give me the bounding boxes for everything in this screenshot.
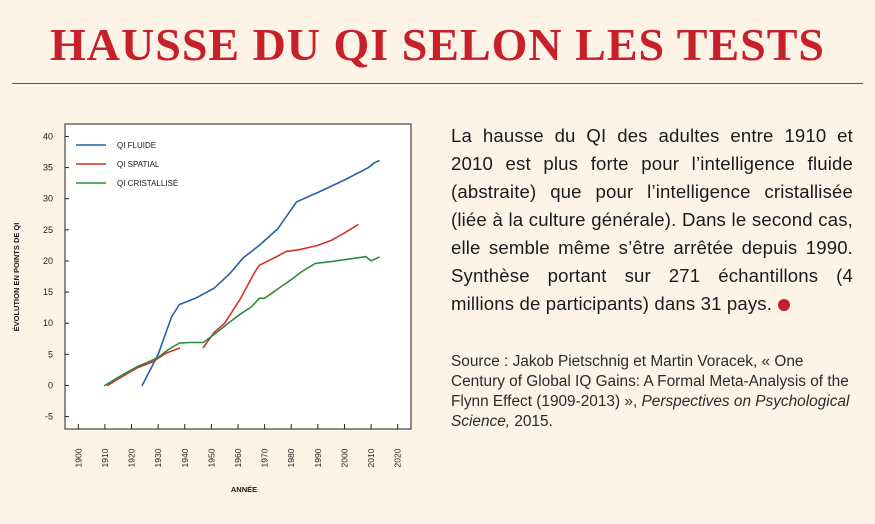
series-line [202, 224, 359, 349]
source-citation: Source : Jakob Pietschnig et Martin Vora… [451, 352, 856, 432]
x-tick-label: 1910 [100, 448, 110, 467]
series-line [141, 159, 380, 387]
x-axis-label: ANNÉE [231, 485, 257, 494]
x-tick-label: 1970 [260, 448, 270, 467]
y-tick-label: 30 [43, 194, 53, 204]
x-tick-label: 2010 [366, 448, 376, 467]
y-tick-label: 35 [43, 163, 53, 173]
y-tick-label: 10 [43, 318, 53, 328]
y-axis: -5 0 5 10 15 20 25 30 35 40 [43, 131, 69, 422]
page-title: HAUSSE DU QI SELON LES TESTS [50, 19, 825, 70]
series-line [104, 255, 380, 387]
legend-label: QI SPATIAL [117, 160, 160, 169]
x-tick-label: 1980 [286, 448, 296, 467]
x-tick-label: 1950 [206, 448, 216, 467]
legend-label: QI CRISTALLISÉ [117, 179, 178, 188]
plot-area [64, 123, 412, 430]
x-tick-label: 2000 [339, 448, 349, 467]
y-axis-label: ÉVOLUTION EN POINTS DE QI [12, 223, 21, 332]
end-bullet-icon [778, 299, 791, 311]
x-tick-label: 1900 [73, 448, 83, 467]
y-tick-label: -5 [45, 412, 53, 422]
x-tick-label: 1990 [313, 448, 323, 467]
legend: QI FLUIDE QI SPATIAL QI CRISTALLISÉ [76, 141, 178, 188]
description: La hausse du QI des adultes entre 1910 e… [451, 122, 853, 318]
y-tick-label: 0 [48, 380, 53, 390]
source-year: 2015. [510, 413, 553, 430]
description-text: La hausse du QI des adultes entre 1910 e… [451, 125, 853, 314]
y-tick-label: 15 [43, 287, 53, 297]
series-lines [104, 159, 380, 387]
y-tick-label: 25 [43, 225, 53, 235]
x-tick-label: 1960 [233, 448, 243, 467]
x-tick-label: 2020 [393, 448, 403, 467]
chart-container: -5 0 5 10 15 20 25 30 35 40 1900 1910 1920 1930 1940 1… [10, 112, 428, 514]
x-tick-label: 1930 [153, 448, 163, 467]
source-journal: Perspectives on Psychological Science, [451, 393, 850, 430]
y-tick-label: 40 [43, 131, 53, 141]
x-tick-label: 1940 [180, 448, 190, 467]
legend-label: QI FLUIDE [117, 141, 156, 150]
x-axis: 1900 1910 1920 1930 1940 1950 1960 1970 1980 1990… [73, 424, 403, 467]
y-tick-label: 20 [43, 256, 53, 266]
series-line [106, 347, 181, 387]
x-tick-label: 1920 [127, 448, 137, 467]
source-prefix: Source : Jakob Pietschnig et Martin Vora… [451, 353, 849, 410]
y-tick-label: 5 [48, 349, 53, 359]
title-divider [12, 83, 863, 84]
